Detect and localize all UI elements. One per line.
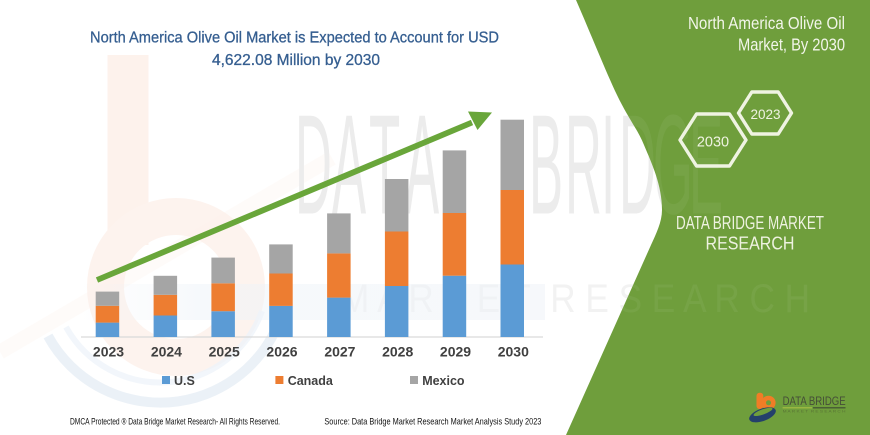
svg-text:2030: 2030 (498, 344, 529, 360)
svg-text:2028: 2028 (382, 344, 413, 360)
svg-text:Market, By 2030: Market, By 2030 (738, 35, 845, 55)
svg-text:I: I (601, 84, 615, 244)
svg-text:B: B (529, 84, 563, 244)
svg-text:2024: 2024 (151, 344, 182, 360)
svg-text:2027: 2027 (324, 344, 355, 360)
svg-text:2026: 2026 (266, 344, 297, 360)
svg-text:R: R (565, 84, 602, 244)
svg-text:DMCA Protected ® Data Bridge M: DMCA Protected ® Data Bridge Market Rese… (70, 417, 280, 428)
svg-text:2029: 2029 (440, 344, 471, 360)
svg-text:DATA BRIDGE: DATA BRIDGE (783, 396, 846, 408)
svg-text:RESEARCH: RESEARCH (706, 234, 795, 254)
svg-text:Canada: Canada (288, 374, 334, 388)
svg-text:A: A (405, 84, 439, 244)
svg-text:Source: Data Bridge Market Res: Source: Data Bridge Market Research Mark… (324, 417, 541, 428)
svg-text:D: D (295, 84, 332, 244)
svg-text:M A R K E T R E S E A R C H: M A R K E T R E S E A R C H (783, 409, 846, 414)
svg-text:2023: 2023 (93, 344, 124, 360)
svg-text:North America Olive Oil: North America Olive Oil (688, 13, 845, 33)
svg-text:DATA BRIDGE MARKET: DATA BRIDGE MARKET (676, 213, 824, 233)
svg-text:2030: 2030 (697, 135, 729, 151)
svg-text:2025: 2025 (209, 344, 240, 360)
svg-text:2023: 2023 (750, 107, 780, 122)
svg-text:4,622.08 Million by 2030: 4,622.08 Million by 2030 (212, 52, 380, 69)
svg-text:U.S: U.S (174, 374, 195, 388)
svg-text:Mexico: Mexico (422, 374, 465, 388)
svg-text:North America Olive Oil Market: North America Olive Oil Market is Expect… (90, 29, 499, 46)
